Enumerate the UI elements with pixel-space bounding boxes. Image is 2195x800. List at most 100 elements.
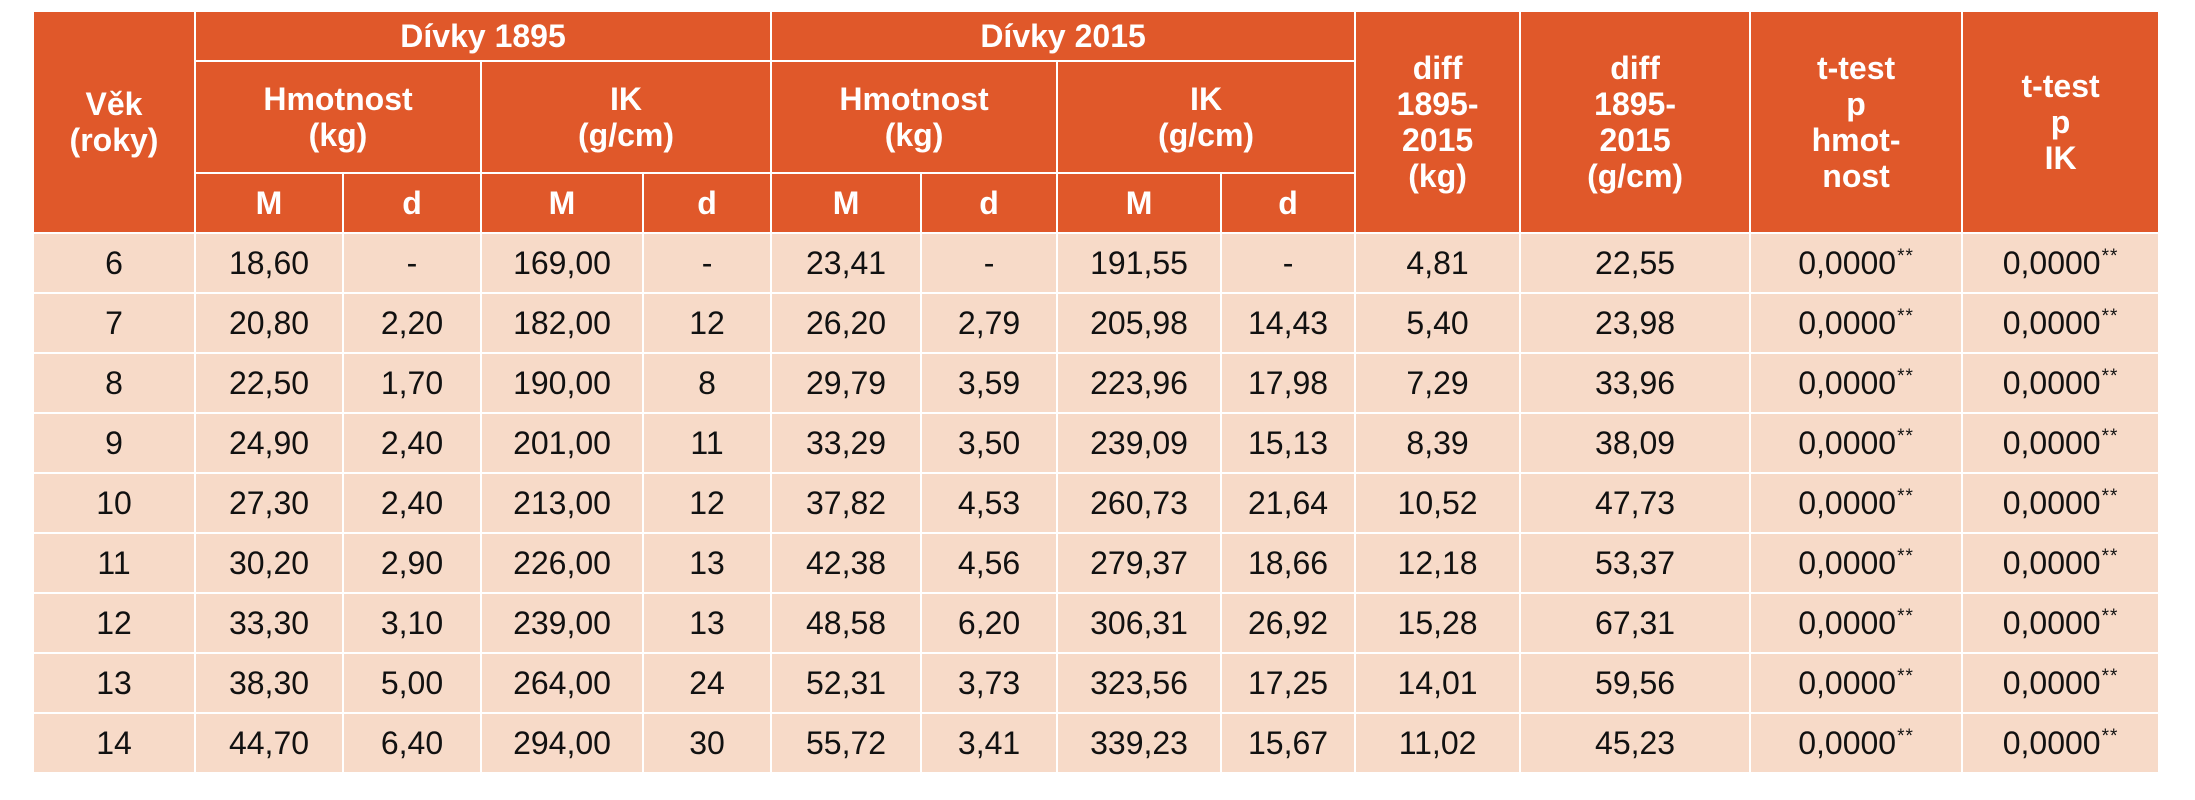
header-ttest-ik: t-test p IK <box>1961 10 2161 234</box>
cell-ttest-hmotnost: 0,0000** <box>1749 532 1964 594</box>
header-diff-gcm: diff 1895- 2015 (g/cm) <box>1519 10 1752 234</box>
significance-mark: ** <box>2101 305 2119 327</box>
cell-2015-hmotnost-d: 3,73 <box>920 652 1059 714</box>
cell-1895-ik-m: 264,00 <box>480 652 644 714</box>
significance-mark: ** <box>2101 245 2119 267</box>
cell-2015-ik-d: 26,92 <box>1220 592 1357 654</box>
cell-2015-hmotnost-d: 3,41 <box>920 712 1059 774</box>
cell-2015-ik-m: 205,98 <box>1056 292 1223 354</box>
cell-1895-hmotnost-m: 22,50 <box>194 352 344 414</box>
cell-diff-gcm: 45,23 <box>1519 712 1752 774</box>
cell-diff-gcm: 59,56 <box>1519 652 1752 714</box>
cell-ttest-ik: 0,0000** <box>1961 412 2161 474</box>
cell-2015-ik-m: 239,09 <box>1056 412 1223 474</box>
cell-1895-ik-m: 226,00 <box>480 532 644 594</box>
cell-1895-hmotnost-d: 2,90 <box>342 532 482 594</box>
cell-1895-hmotnost-m: 33,30 <box>194 592 344 654</box>
cell-1895-hmotnost-d: 2,40 <box>342 472 482 534</box>
cell-1895-ik-d: 13 <box>641 592 773 654</box>
cell-1895-ik-d: 30 <box>641 712 773 774</box>
cell-diff-gcm: 47,73 <box>1519 472 1752 534</box>
header-1895-hmotnost-d: d <box>342 172 482 234</box>
cell-vek: 6 <box>32 232 196 294</box>
cell-1895-hmotnost-m: 18,60 <box>194 232 344 294</box>
cell-ttest-ik: 0,0000** <box>1961 352 2161 414</box>
cell-ttest-hmotnost: 0,0000** <box>1749 352 1964 414</box>
cell-1895-ik-d: 13 <box>641 532 773 594</box>
cell-1895-ik-d: 8 <box>641 352 773 414</box>
cell-ttest-hmotnost: 0,0000** <box>1749 232 1964 294</box>
cell-vek: 12 <box>32 592 196 654</box>
header-1895-ik: IK (g/cm) <box>479 60 773 174</box>
cell-1895-ik-m: 239,00 <box>480 592 644 654</box>
cell-vek: 14 <box>32 712 196 774</box>
significance-mark: ** <box>1897 365 1914 387</box>
cell-2015-hmotnost-m: 48,58 <box>770 592 923 654</box>
cell-ttest-hmotnost: 0,0000** <box>1749 652 1964 714</box>
cell-1895-hmotnost-d: 3,10 <box>342 592 482 654</box>
cell-2015-hmotnost-d: 4,56 <box>920 532 1059 594</box>
cell-diff-kg: 8,39 <box>1354 412 1522 474</box>
significance-mark: ** <box>2101 485 2119 507</box>
table-row: 12 33,30 3,10 239,00 13 48,58 6,20 306,31 26,92 1… <box>32 592 2161 654</box>
header-1895-ik-d: d <box>641 172 773 234</box>
cell-ttest-hmotnost: 0,0000** <box>1749 592 1964 654</box>
cell-2015-ik-m: 191,55 <box>1056 232 1223 294</box>
cell-2015-hmotnost-m: 23,41 <box>770 232 923 294</box>
significance-mark: ** <box>1897 545 1914 567</box>
cell-2015-ik-m: 306,31 <box>1056 592 1223 654</box>
significance-mark: ** <box>2101 425 2119 447</box>
header-2015-ik: IK (g/cm) <box>1056 60 1357 174</box>
cell-1895-hmotnost-m: 38,30 <box>194 652 344 714</box>
table-row: 9 24,90 2,40 201,00 11 33,29 3,50 239,09 15,13 8,… <box>32 412 2161 474</box>
cell-2015-hmotnost-d: 3,50 <box>920 412 1059 474</box>
cell-2015-ik-d: 14,43 <box>1220 292 1357 354</box>
cell-ttest-ik: 0,0000** <box>1961 232 2161 294</box>
cell-diff-gcm: 38,09 <box>1519 412 1752 474</box>
header-diff-kg: diff 1895- 2015 (kg) <box>1354 10 1522 234</box>
cell-vek: 10 <box>32 472 196 534</box>
cell-2015-ik-m: 279,37 <box>1056 532 1223 594</box>
header-divky-2015: Dívky 2015 <box>770 10 1357 62</box>
cell-1895-hmotnost-m: 44,70 <box>194 712 344 774</box>
cell-2015-hmotnost-d: 3,59 <box>920 352 1059 414</box>
cell-ttest-hmotnost: 0,0000** <box>1749 292 1964 354</box>
significance-mark: ** <box>2101 605 2119 627</box>
cell-1895-hmotnost-m: 24,90 <box>194 412 344 474</box>
significance-mark: ** <box>1897 245 1914 267</box>
cell-1895-hmotnost-m: 27,30 <box>194 472 344 534</box>
cell-1895-hmotnost-d: - <box>342 232 482 294</box>
table-row: 7 20,80 2,20 182,00 12 26,20 2,79 205,98 14,43 5,… <box>32 292 2161 354</box>
significance-mark: ** <box>1897 725 1914 747</box>
cell-diff-kg: 12,18 <box>1354 532 1522 594</box>
significance-mark: ** <box>2101 665 2119 687</box>
cell-1895-ik-d: 11 <box>641 412 773 474</box>
cell-diff-gcm: 53,37 <box>1519 532 1752 594</box>
header-2015-hmotnost-m: M <box>770 172 923 234</box>
header-2015-hmotnost: Hmotnost (kg) <box>770 60 1059 174</box>
header-2015-hmotnost-d: d <box>920 172 1059 234</box>
cell-diff-kg: 14,01 <box>1354 652 1522 714</box>
cell-ttest-ik: 0,0000** <box>1961 532 2161 594</box>
cell-1895-ik-m: 294,00 <box>480 712 644 774</box>
header-2015-ik-m: M <box>1056 172 1223 234</box>
table-row: 13 38,30 5,00 264,00 24 52,31 3,73 323,56 17,25 1… <box>32 652 2161 714</box>
table-row: 14 44,70 6,40 294,00 30 55,72 3,41 339,23 15,67 1… <box>32 712 2161 774</box>
cell-2015-ik-m: 223,96 <box>1056 352 1223 414</box>
cell-ttest-ik: 0,0000** <box>1961 472 2161 534</box>
significance-mark: ** <box>1897 425 1914 447</box>
cell-diff-kg: 10,52 <box>1354 472 1522 534</box>
cell-diff-gcm: 67,31 <box>1519 592 1752 654</box>
cell-2015-hmotnost-d: 2,79 <box>920 292 1059 354</box>
data-table: Věk (roky) Dívky 1895 Dívky 2015 diff 18… <box>32 10 2161 774</box>
cell-1895-ik-m: 190,00 <box>480 352 644 414</box>
cell-2015-hmotnost-d: 4,53 <box>920 472 1059 534</box>
cell-2015-ik-m: 260,73 <box>1056 472 1223 534</box>
cell-2015-ik-d: 18,66 <box>1220 532 1357 594</box>
cell-1895-hmotnost-d: 1,70 <box>342 352 482 414</box>
header-vek: Věk (roky) <box>32 10 196 234</box>
cell-ttest-ik: 0,0000** <box>1961 652 2161 714</box>
cell-2015-ik-d: 15,13 <box>1220 412 1357 474</box>
cell-vek: 7 <box>32 292 196 354</box>
cell-1895-hmotnost-d: 2,40 <box>342 412 482 474</box>
